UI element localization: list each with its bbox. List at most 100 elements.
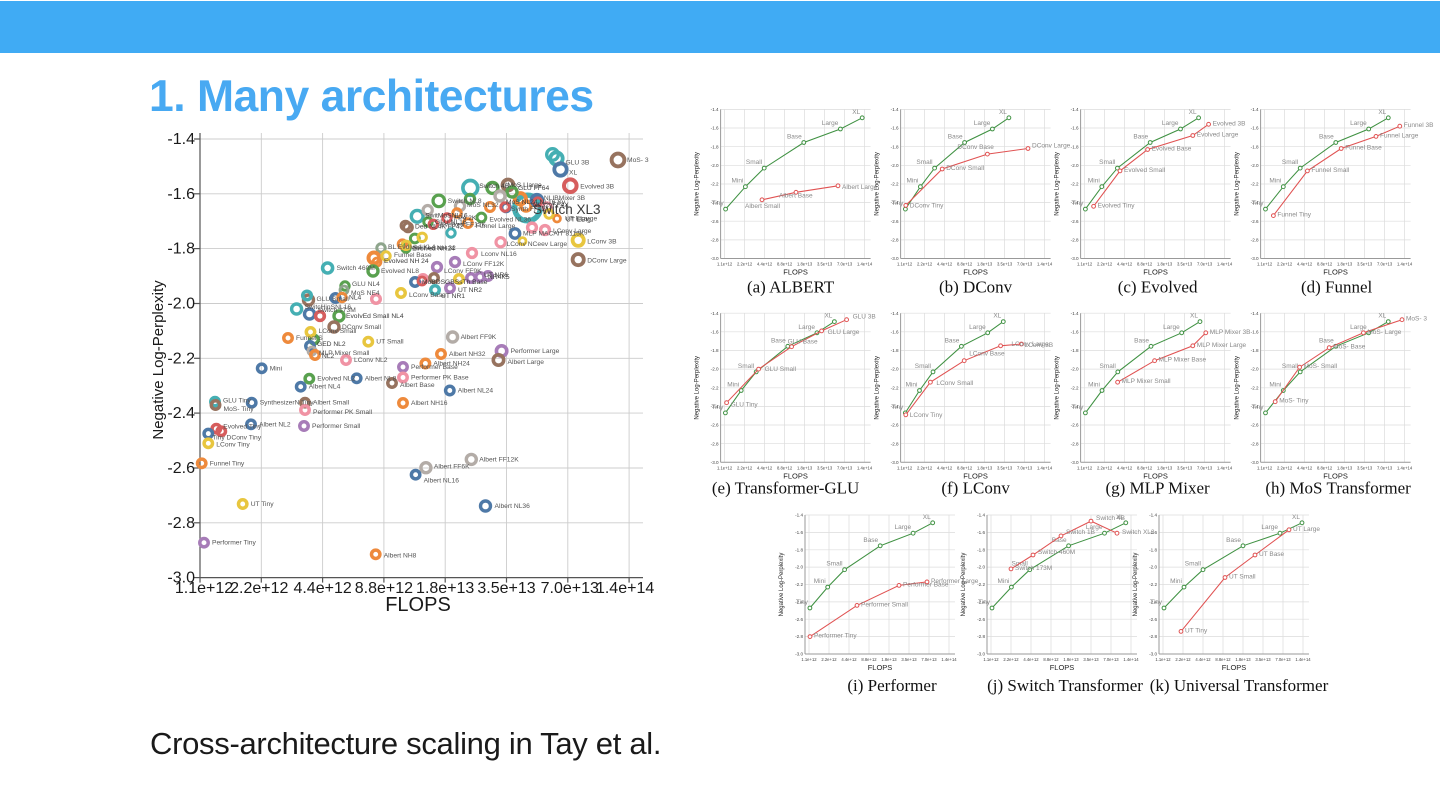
svg-text:7.0e+13: 7.0e+13 [921,657,937,662]
svg-text:Performer Small: Performer Small [312,423,361,430]
svg-text:Switch NL8: Switch NL8 [448,198,482,205]
svg-text:Switch 4B: Switch 4B [1096,515,1125,522]
svg-text:Albert Small: Albert Small [313,400,350,407]
svg-text:4.4e+12: 4.4e+12 [1117,262,1133,267]
svg-text:(e) Transformer-GLU: (e) Transformer-GLU [712,478,859,497]
svg-text:LConv Small: LConv Small [936,380,973,387]
svg-text:Evolved FF12K: Evolved FF12K [440,221,486,228]
svg-text:Tiny: Tiny [711,404,724,411]
svg-text:Base: Base [948,134,963,141]
svg-text:Evolved Tiny: Evolved Tiny [1098,202,1136,209]
svg-text:-1.8: -1.8 [711,144,719,149]
svg-text:-1.8: -1.8 [1251,144,1259,149]
svg-text:1.1e+12: 1.1e+12 [175,580,233,597]
svg-text:Albert Large: Albert Large [842,184,878,191]
svg-text:Synth FF12: Synth FF12 [511,206,546,213]
svg-text:SynthesizerN Tiny: SynthesizerN Tiny [260,400,315,407]
svg-text:Funnel Large: Funnel Large [1380,132,1419,139]
svg-text:LConv Base: LConv Base [409,292,446,299]
svg-text:MoS- Tiny: MoS- Tiny [224,406,255,413]
svg-text:Tiny: Tiny [891,200,904,207]
svg-text:2.2e+12: 2.2e+12 [821,657,837,662]
svg-text:1.4e+14: 1.4e+14 [1217,262,1233,267]
svg-text:-2.6: -2.6 [1071,423,1079,428]
svg-text:1.8e+13: 1.8e+13 [1337,465,1353,470]
svg-text:Evolved NL36: Evolved NL36 [489,217,531,224]
svg-text:-1.4: -1.4 [1251,311,1259,316]
svg-text:MoS- 3: MoS- 3 [1406,316,1427,323]
svg-text:1.1e+12: 1.1e+12 [1077,465,1093,470]
svg-text:4.4e+12: 4.4e+12 [1195,657,1211,662]
svg-text:Tiny: Tiny [1071,404,1084,411]
svg-text:1.8e+13: 1.8e+13 [881,657,897,662]
svg-text:-2.0: -2.0 [795,565,803,570]
svg-text:Funnel Large: Funnel Large [476,223,516,230]
svg-text:-2.2: -2.2 [891,385,899,390]
svg-text:Switch 460M: Switch 460M [1038,549,1075,556]
svg-text:UT Tiny: UT Tiny [1185,627,1208,634]
svg-text:LConv Base: LConv Base [969,351,1005,358]
svg-text:GLU NL16: GLU NL16 [435,219,467,226]
svg-text:-1.8: -1.8 [977,547,985,552]
svg-text:-2.6: -2.6 [1071,219,1079,224]
svg-text:NLIBMixer 3B: NLIBMixer 3B [544,195,586,202]
svg-text:XL: XL [1116,514,1124,521]
svg-text:3.5e+13: 3.5e+13 [901,657,917,662]
svg-text:3.5e+13: 3.5e+13 [1177,465,1193,470]
svg-text:Tiny: Tiny [1071,200,1084,207]
svg-text:-2.2: -2.2 [891,182,899,187]
svg-text:Switch 173M: Switch 173M [318,307,357,314]
svg-text:Ded NL4K FF42: Ded NL4K FF42 [415,223,464,230]
svg-text:-2.8: -2.8 [795,634,803,639]
svg-text:LConv FF9K: LConv FF9K [444,268,482,275]
svg-text:3.5e+13: 3.5e+13 [1083,657,1099,662]
svg-text:Evolved Large: Evolved Large [1197,132,1239,139]
svg-text:GLU Tiny: GLU Tiny [731,402,759,409]
svg-text:7.0e+13: 7.0e+13 [1017,465,1033,470]
svg-text:-3.0: -3.0 [1251,460,1259,465]
svg-text:Switch 1B: Switch 1B [1066,529,1095,536]
svg-text:1.1e+12: 1.1e+12 [1155,657,1171,662]
svg-text:1.4e+14: 1.4e+14 [1037,465,1053,470]
svg-text:Negative Log-Perplexity: Negative Log-Perplexity [875,356,881,420]
svg-text:XL: XL [1378,313,1386,320]
svg-text:8.8e+12: 8.8e+12 [957,262,973,267]
svg-text:1.8e+13: 1.8e+13 [1337,262,1353,267]
svg-text:MLP Mixer 3B: MLP Mixer 3B [1210,329,1251,336]
svg-text:MLP Mixer Base: MLP Mixer Base [1159,357,1207,364]
svg-text:-2.4: -2.4 [1251,200,1259,205]
svg-text:Albert NH24: Albert NH24 [433,361,470,368]
svg-text:-1.6: -1.6 [1251,126,1259,131]
svg-text:Performer PK Base: Performer PK Base [411,375,469,382]
svg-text:-2.0: -2.0 [891,367,899,372]
svg-text:Albert FF9K: Albert FF9K [461,334,497,341]
svg-text:7.0e+13: 7.0e+13 [1197,262,1213,267]
svg-text:8.8e+12: 8.8e+12 [1043,657,1059,662]
svg-text:-2.4: -2.4 [1071,200,1079,205]
svg-text:-2.4: -2.4 [167,405,195,422]
svg-text:UT Small: UT Small [376,339,404,346]
svg-text:FLOPS: FLOPS [783,471,808,480]
svg-text:-2.8: -2.8 [711,238,719,243]
svg-text:-2.0: -2.0 [711,163,719,168]
svg-text:-2.0: -2.0 [1071,163,1079,168]
svg-text:-2.8: -2.8 [891,238,899,243]
svg-text:Base: Base [945,337,960,344]
svg-text:1.8e+13: 1.8e+13 [1235,657,1251,662]
svg-text:MoBDSGBSsTh Base: MoBDSGBSsTh Base [422,279,488,286]
svg-text:-2.2: -2.2 [711,385,719,390]
svg-text:-1.4: -1.4 [167,131,195,148]
svg-text:Negative Log-Perplexity: Negative Log-Perplexity [1055,152,1061,216]
svg-text:-2.6: -2.6 [711,423,719,428]
svg-text:Funnel Small: Funnel Small [1311,167,1349,174]
svg-text:-1.4: -1.4 [711,107,719,112]
svg-text:MoS- Base: MoS- Base [1333,344,1366,351]
svg-text:NL32yFF4X: NL32yFF4X [533,202,569,209]
svg-text:7.0e+13: 7.0e+13 [1103,657,1119,662]
svg-text:Base: Base [1133,134,1148,141]
svg-text:Negative Log-Perplexity: Negative Log-Perplexity [1055,356,1061,420]
svg-text:(d) Funnel: (d) Funnel [1301,278,1373,297]
svg-text:MLP Mixer Large: MLP Mixer Large [1197,342,1247,349]
svg-text:LConv Large: LConv Large [1011,341,1049,348]
svg-text:Albert NH32: Albert NH32 [449,351,486,358]
